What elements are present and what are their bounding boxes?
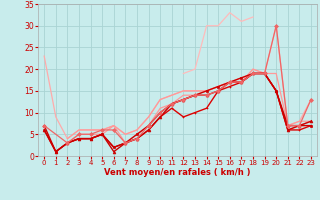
X-axis label: Vent moyen/en rafales ( km/h ): Vent moyen/en rafales ( km/h ) [104, 168, 251, 177]
